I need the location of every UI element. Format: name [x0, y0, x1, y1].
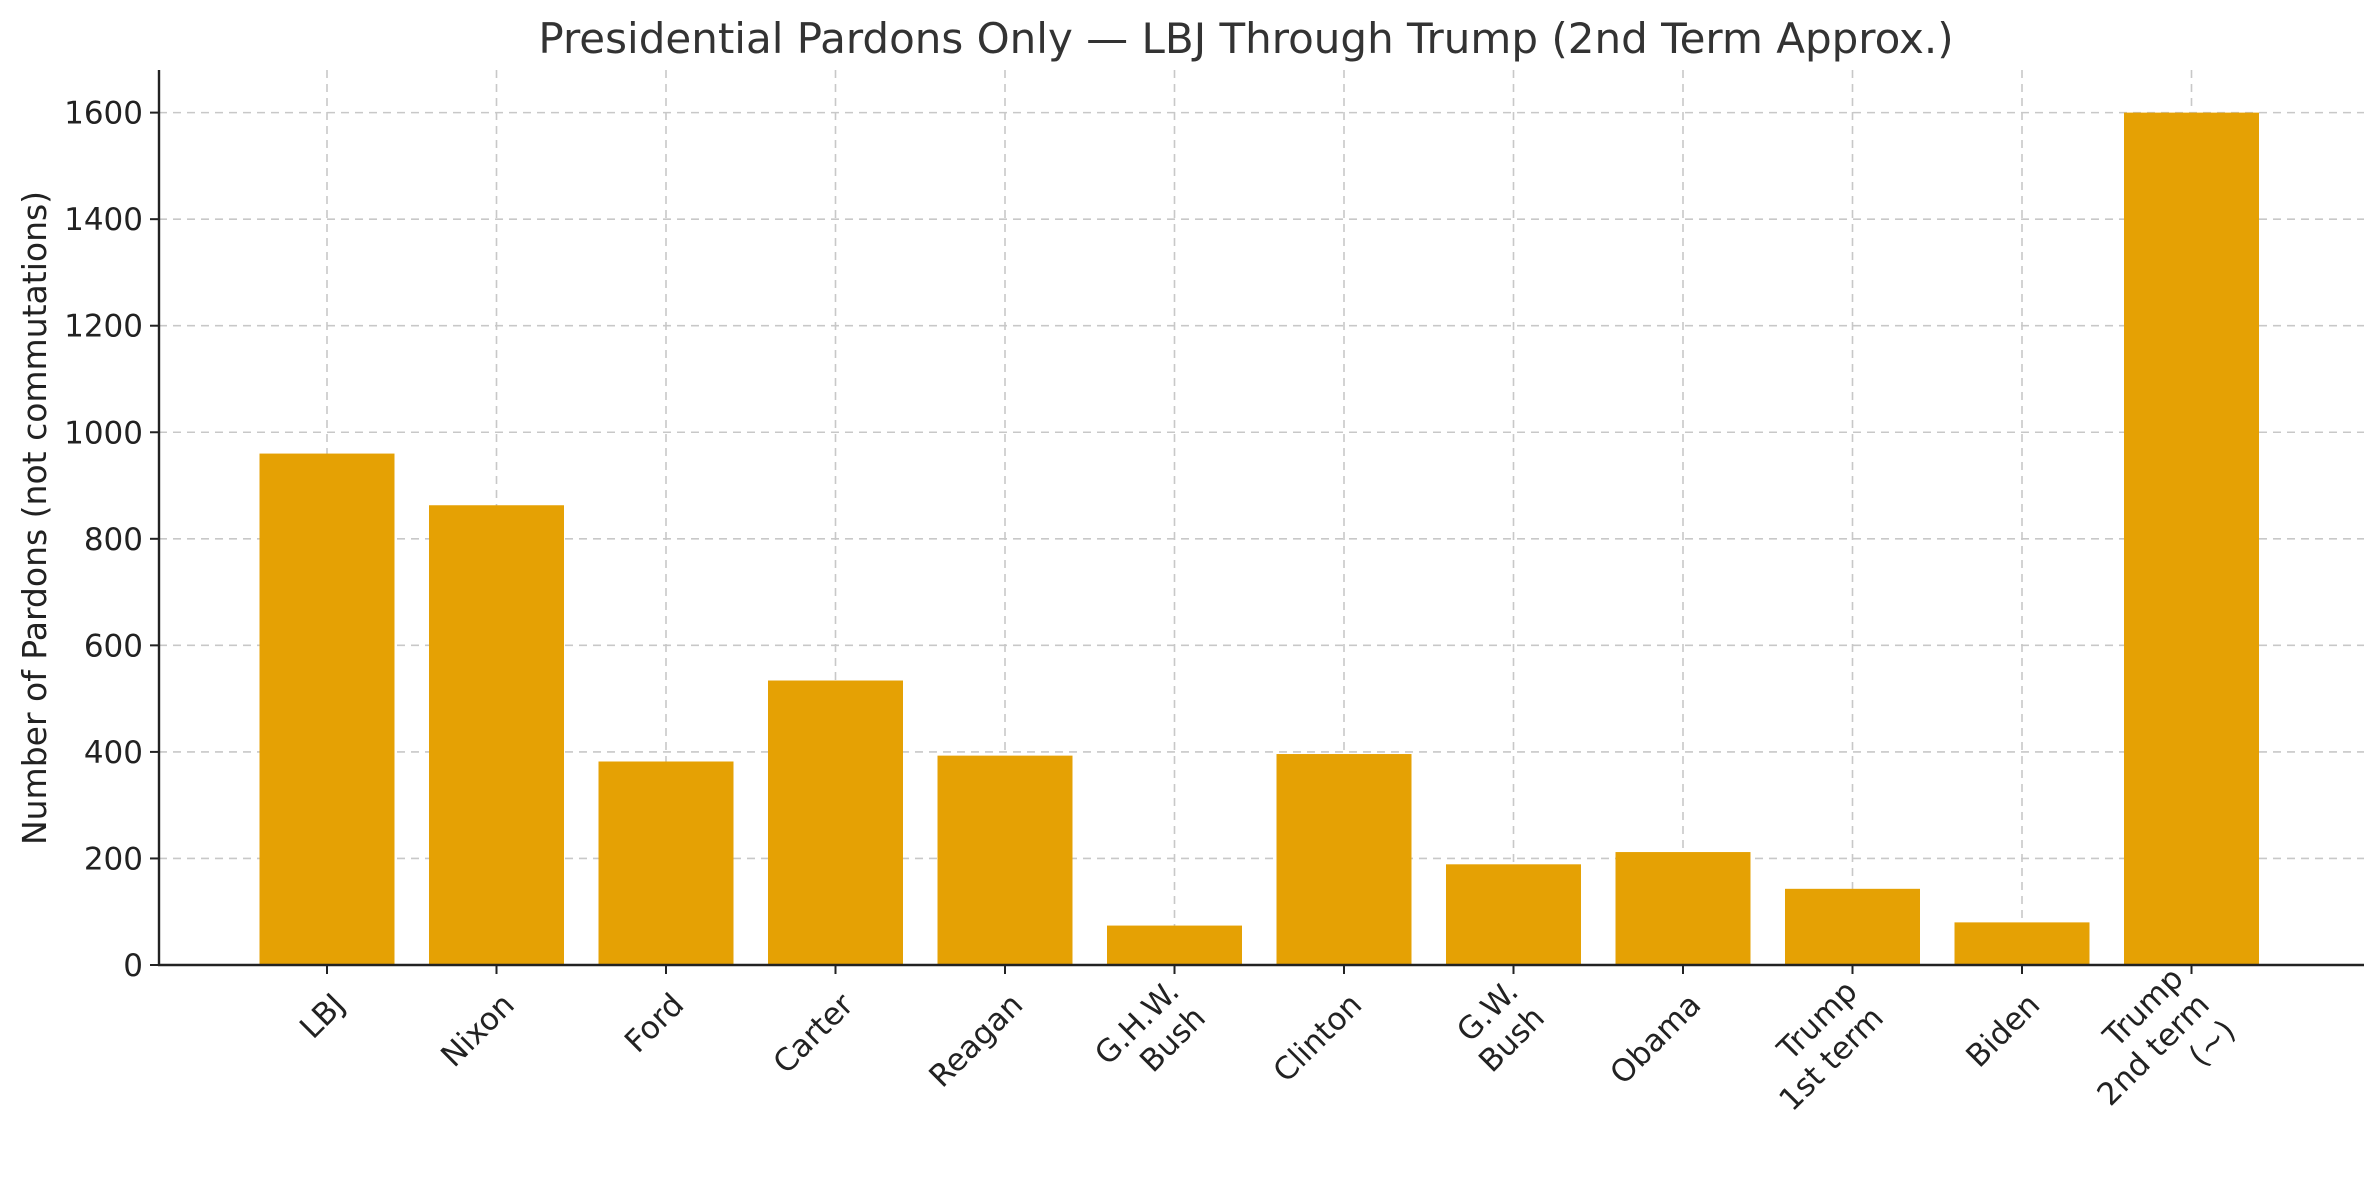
- y-tick-label: 1200: [64, 309, 143, 345]
- y-tick-label: 400: [84, 735, 143, 771]
- y-tick-label: 200: [84, 841, 143, 877]
- bar: [1954, 922, 2090, 965]
- bar: [1107, 925, 1242, 965]
- y-tick-label: 1400: [64, 202, 143, 238]
- x-tick-label: Trump2nd term(~): [2064, 961, 2243, 1140]
- bars: [259, 112, 2259, 966]
- x-tick-label-line: Nixon: [434, 987, 522, 1075]
- bar: [937, 755, 1073, 965]
- x-tick-label-line: Biden: [1959, 987, 2047, 1075]
- x-tick-label: Clinton: [1266, 987, 1369, 1090]
- y-axis-label: Number of Pardons (not commutations): [15, 191, 54, 845]
- x-tick-label: Nixon: [434, 987, 522, 1075]
- x-tick-label: G.W.Bush: [1446, 974, 1552, 1080]
- y-tick-label: 1600: [64, 96, 143, 132]
- x-tick-label-line: Ford: [618, 987, 691, 1060]
- x-tick-label-line: Clinton: [1266, 987, 1369, 1090]
- bar: [429, 505, 564, 965]
- bar: [259, 453, 395, 965]
- bar: [1446, 864, 1581, 965]
- x-tick-label-line: Obama: [1603, 987, 1708, 1092]
- chart-title: Presidential Pardons Only — LBJ Through …: [538, 14, 1953, 63]
- y-tick-label: 1000: [64, 415, 143, 451]
- x-tick-label-line: LBJ: [293, 987, 352, 1046]
- x-tick-label-line: Reagan: [922, 987, 1030, 1095]
- x-tick-label: Biden: [1959, 987, 2047, 1075]
- bar: [598, 761, 734, 965]
- x-tick-label: Obama: [1603, 987, 1708, 1092]
- x-tick-label: G.H.W.Bush: [1088, 974, 1213, 1099]
- y-tick-label: 600: [84, 628, 143, 664]
- x-tick-label: Trump1st term: [1746, 974, 1891, 1119]
- bar: [1785, 888, 1920, 965]
- y-tick-label: 0: [123, 948, 143, 984]
- bar: [768, 680, 903, 965]
- bar: [1276, 754, 1412, 965]
- y-tick-label: 800: [84, 522, 143, 558]
- x-tick-label: Carter: [766, 987, 860, 1081]
- bar: [1615, 852, 1751, 965]
- x-tick-label: Reagan: [922, 987, 1030, 1095]
- x-ticks: LBJ Nixon Ford Carter Reagan G.H.W.Bush Clinto…: [293, 961, 2243, 1140]
- y-ticks: 0 200 400 600 800 1000 1200 1400 1600: [64, 96, 159, 984]
- bar: [2124, 112, 2259, 966]
- x-tick-label: Ford: [618, 987, 691, 1060]
- x-tick-label: LBJ: [293, 987, 352, 1046]
- x-tick-label-line: Carter: [766, 987, 860, 1081]
